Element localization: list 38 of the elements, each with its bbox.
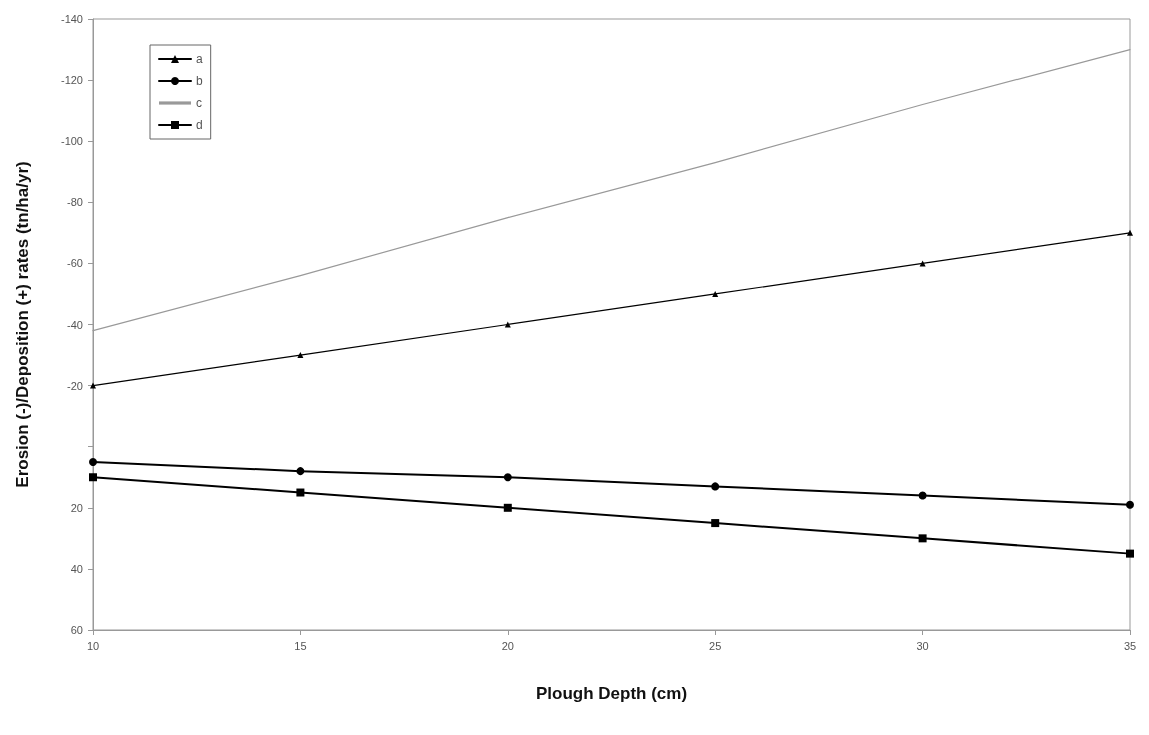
y-tick-label: 60 — [70, 624, 83, 636]
y-tick-label: -80 — [67, 196, 83, 209]
point — [503, 473, 512, 482]
y-tick-label: -140 — [60, 13, 83, 25]
point — [296, 467, 305, 476]
point — [1126, 500, 1134, 509]
y-axis-title: Erosion (-)/Deposition (+) rates (tn/ha/yr) — [13, 161, 32, 488]
x-tick-label: 35 — [1123, 639, 1137, 652]
point — [918, 534, 927, 543]
point — [712, 290, 719, 297]
y-tick-label: -40 — [67, 318, 83, 331]
point — [711, 482, 720, 491]
legend-label: d — [196, 118, 203, 132]
legend-label: b — [196, 74, 203, 88]
y-tick-label: -100 — [60, 135, 83, 148]
point — [503, 503, 512, 512]
x-tick-label: 10 — [86, 639, 100, 652]
point — [1126, 549, 1134, 558]
y-tick-label: 20 — [70, 501, 83, 514]
point — [918, 491, 927, 500]
x-tick-label: 25 — [709, 639, 722, 652]
point — [297, 352, 304, 359]
point — [504, 321, 511, 328]
y-tick-label: -120 — [60, 74, 83, 87]
y-tick-label: -60 — [67, 257, 83, 270]
legend-label: c — [196, 96, 202, 110]
x-tick-label: 15 — [294, 639, 307, 652]
x-tick-label: 20 — [501, 639, 514, 652]
legend-label: a — [196, 52, 203, 66]
y-tick-label: 40 — [70, 562, 83, 575]
x-tick-label: 30 — [916, 639, 929, 652]
point — [711, 519, 720, 528]
point — [89, 457, 97, 466]
x-axis-title: Plough Depth (cm) — [535, 684, 688, 703]
point — [1127, 229, 1133, 236]
point — [296, 488, 305, 497]
point — [89, 473, 97, 482]
y-tick-label: -20 — [67, 379, 83, 392]
